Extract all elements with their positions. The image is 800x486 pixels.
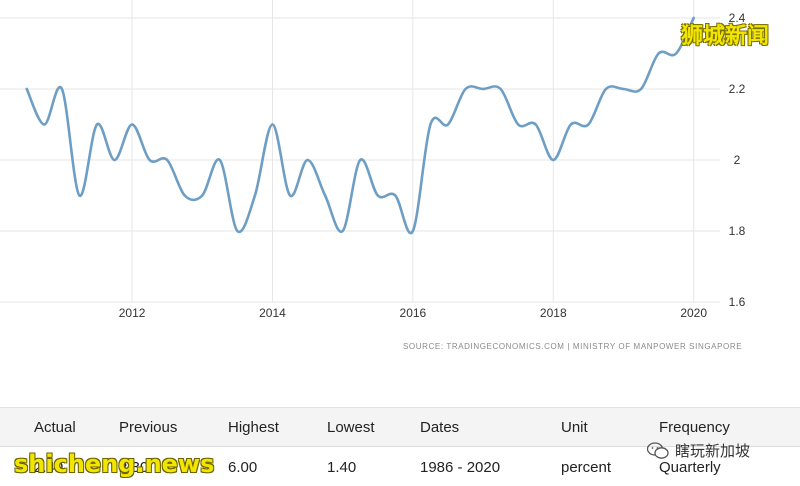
y-tick-label: 2: [734, 153, 741, 167]
data-point: [534, 123, 537, 126]
series-line: [25, 16, 695, 235]
header-actual: Actual: [34, 419, 76, 436]
value-highest: 6.00: [228, 459, 258, 476]
wechat-icon: [647, 441, 669, 459]
data-point: [481, 87, 485, 91]
data-point: [516, 123, 520, 126]
grid-layer: [0, 0, 720, 303]
header-frequency: Frequency: [659, 419, 730, 436]
data-point: [394, 194, 397, 197]
data-point: [25, 87, 28, 91]
watermark-top: 狮城新闻: [681, 24, 770, 49]
y-tick-label: 2.4: [729, 11, 746, 25]
data-point: [692, 16, 695, 20]
data-point: [271, 123, 274, 126]
data-point: [359, 158, 362, 162]
data-point: [341, 229, 344, 233]
data-point: [429, 123, 432, 126]
data-point: [411, 229, 415, 233]
header-dates: Dates: [420, 419, 460, 436]
header-lowest: Lowest: [327, 419, 375, 436]
series-layer: [25, 16, 695, 235]
data-point: [60, 87, 64, 91]
data-point: [587, 123, 590, 126]
x-tick-label: 2018: [540, 306, 567, 320]
header-unit: Unit: [561, 419, 588, 436]
data-point: [306, 158, 309, 162]
watermark-bottom-right-text: 瞎玩新加坡: [675, 442, 751, 460]
data-point: [446, 123, 450, 126]
header-highest: Highest: [228, 419, 279, 436]
x-tick-label: 2014: [259, 306, 286, 320]
data-point: [130, 123, 134, 126]
data-point: [674, 52, 678, 55]
data-point: [376, 194, 379, 197]
data-point: [288, 194, 292, 197]
data-point: [95, 123, 99, 126]
value-dates: 1986 - 2020: [420, 459, 501, 476]
header-previous: Previous: [119, 419, 178, 436]
data-point: [253, 194, 257, 197]
data-point: [604, 87, 608, 91]
data-point: [499, 87, 502, 91]
data-point: [639, 87, 643, 91]
value-unit: percent: [561, 459, 612, 476]
data-point: [165, 158, 169, 162]
x-tick-label: 2016: [400, 306, 427, 320]
data-point: [464, 87, 467, 91]
value-previous: 2.30: [119, 459, 149, 476]
data-point: [552, 158, 555, 162]
data-point: [218, 158, 222, 162]
chart-area: 2012 2014 2016 2018 2020 1.6 1.8 2 2.2 2.4 SOURCE…: [0, 0, 746, 351]
source-note: SOURCE: TRADINGECONOMICS.COM | MINISTRY …: [403, 342, 743, 351]
data-point: [622, 87, 625, 91]
data-point: [113, 158, 116, 162]
data-point: [569, 123, 573, 126]
data-point: [148, 158, 151, 162]
x-tick-label: 2012: [119, 306, 146, 320]
data-point: [201, 194, 204, 197]
value-frequency: Quarterly: [659, 459, 721, 476]
watermark-bottom-left: shicheng.news: [14, 450, 215, 478]
line-chart: 2012 2014 2016 2018 2020 1.6 1.8 2 2.2 2.4: [0, 0, 746, 320]
y-tick-label: 1.6: [729, 295, 746, 309]
data-point: [323, 194, 327, 197]
value-lowest: 1.40: [327, 459, 357, 476]
data-point: [183, 194, 186, 197]
x-tick-label: 2020: [680, 306, 707, 320]
y-tick-label: 2.2: [729, 82, 746, 96]
data-point: [43, 123, 46, 126]
data-point: [657, 52, 660, 55]
value-actual: 2.40: [34, 459, 64, 476]
data-point: [236, 229, 239, 233]
tick-layer: 2012 2014 2016 2018 2020 1.6 1.8 2 2.2 2.4: [119, 11, 746, 320]
y-tick-label: 1.8: [729, 224, 746, 238]
table-divider: [0, 446, 800, 447]
watermark-bottom-right: 瞎玩新加坡: [647, 440, 750, 461]
data-point: [78, 194, 81, 197]
